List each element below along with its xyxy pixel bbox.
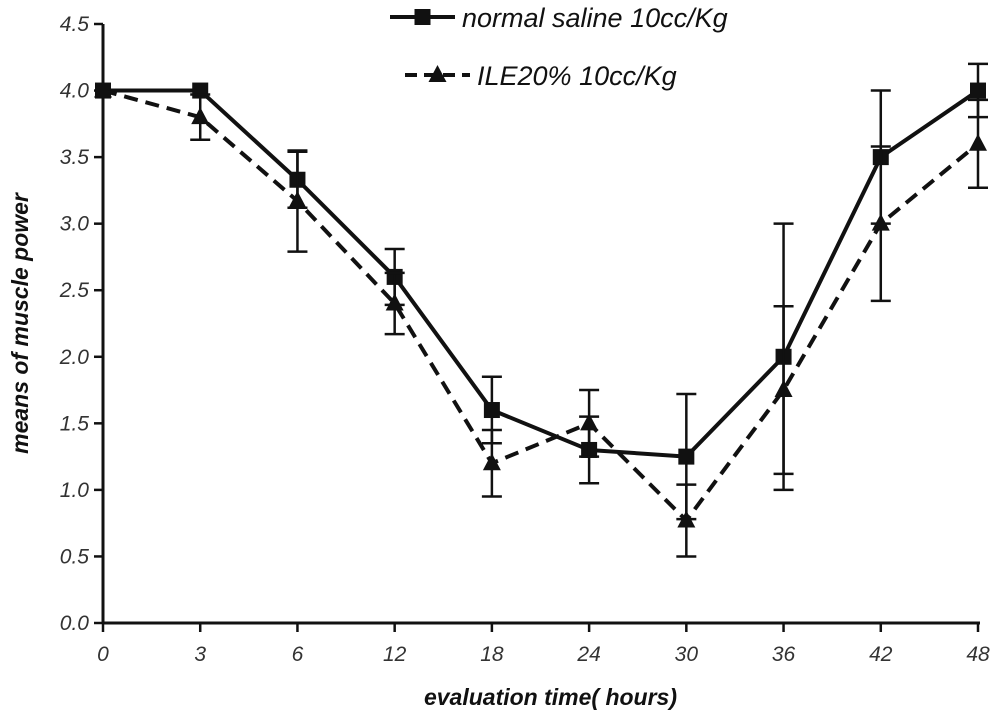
data-point-triangle — [774, 380, 793, 398]
data-point-triangle — [969, 133, 987, 151]
series-group — [94, 62, 988, 558]
data-point-square — [970, 82, 986, 99]
data-point-square — [678, 448, 695, 465]
series-1 — [94, 80, 988, 558]
x-tick-label: 24 — [576, 643, 600, 666]
legend-marker-triangle — [428, 65, 447, 82]
data-point-triangle — [871, 213, 890, 231]
x-tick-label: 42 — [869, 643, 893, 666]
y-tick-label: 3.0 — [60, 213, 90, 236]
data-point-triangle — [385, 293, 404, 311]
y-tick-label: 0.0 — [60, 612, 90, 635]
data-point-triangle — [94, 80, 112, 98]
data-point-triangle — [191, 107, 210, 125]
y-tick-label: 4.5 — [60, 13, 90, 36]
x-tick-label: 48 — [966, 643, 990, 666]
x-tick-label: 30 — [675, 643, 699, 666]
legend: normal saline 10cc/Kg ILE20% 10cc/Kg — [390, 3, 728, 91]
axes — [101, 24, 980, 625]
x-tick-label: 12 — [383, 643, 407, 666]
y-tick-label: 2.5 — [59, 279, 90, 302]
y-tick-label: 3.5 — [60, 146, 90, 169]
data-point-square — [483, 402, 500, 419]
series-line — [103, 88, 980, 459]
x-tick-label: 0 — [97, 643, 109, 666]
y-tick-label: 1.0 — [60, 479, 90, 502]
x-tick-label: 3 — [194, 643, 206, 666]
series-line — [102, 88, 980, 523]
x-tick-label: 6 — [292, 643, 304, 666]
data-point-triangle — [580, 413, 599, 431]
x-tick-label: 36 — [772, 643, 796, 666]
y-axis-ticks: 0.0 0.5 1.0 1.5 2.0 2.5 3.0 3.5 4.0 4.5 — [59, 13, 103, 635]
y-tick-label: 4.0 — [60, 80, 90, 103]
y-axis-title: means of muscle power — [7, 192, 33, 454]
y-tick-label: 2.0 — [59, 346, 90, 369]
data-point-triangle — [288, 191, 307, 209]
y-tick-label: 1.5 — [60, 412, 90, 435]
legend-label-normal-saline: normal saline 10cc/Kg — [462, 3, 728, 33]
legend-marker-square — [414, 9, 431, 25]
x-tick-label: 18 — [480, 643, 504, 666]
series-0 — [95, 62, 988, 521]
x-axis-title: evaluation time( hours) — [424, 684, 677, 710]
legend-label-ile20: ILE20% 10cc/Kg — [477, 61, 677, 91]
data-point-triangle — [677, 510, 696, 528]
y-tick-label: 0.5 — [60, 545, 90, 568]
data-point-triangle — [482, 453, 501, 471]
x-axis-ticks: 0 3 6 12 18 24 30 36 42 48 — [97, 623, 990, 666]
